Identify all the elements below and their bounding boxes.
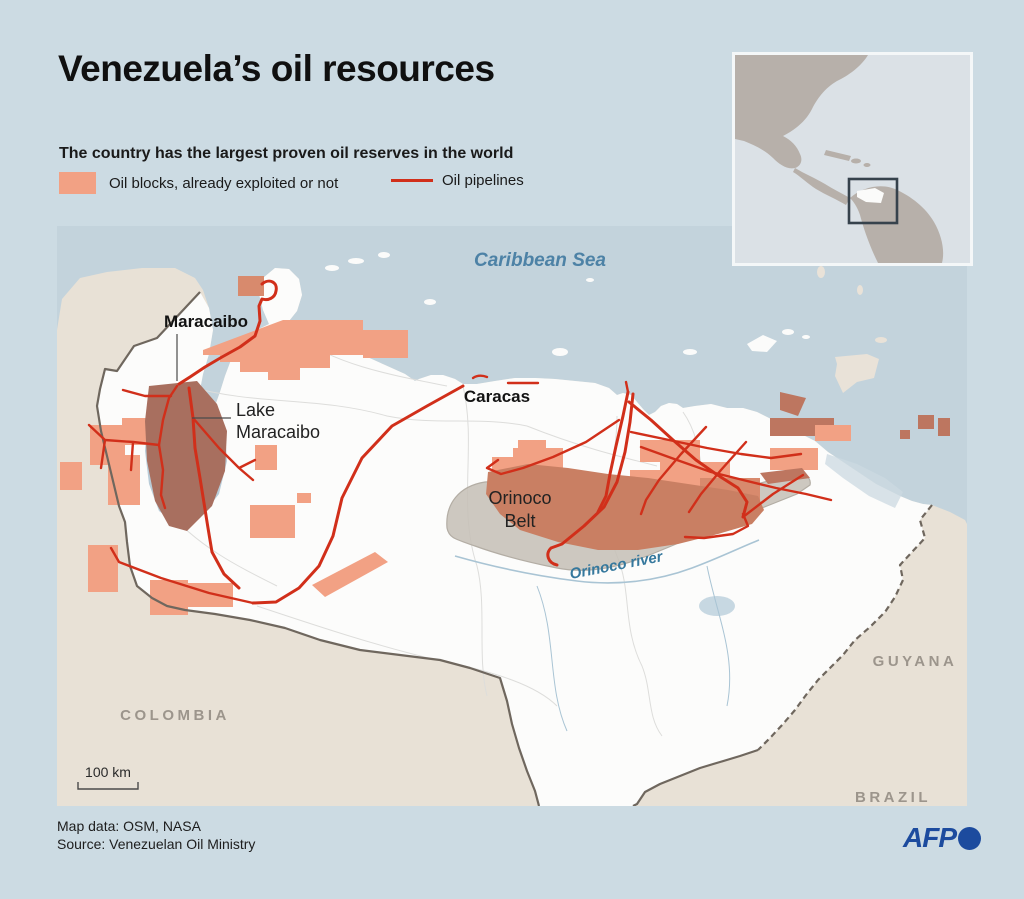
pipelines-label: Oil pipelines xyxy=(442,172,524,189)
country-label-guyana: GUYANA xyxy=(873,653,958,670)
page-title: Venezuela’s oil resources xyxy=(58,48,495,89)
afp-logo: AFP xyxy=(903,822,981,854)
legend-item-pipelines: Oil pipelines xyxy=(391,172,524,189)
borders-layer xyxy=(95,291,933,807)
pipeline-sample-line xyxy=(391,179,433,182)
oil-blocks-layer xyxy=(60,276,950,615)
oil-blocks-swatch xyxy=(59,172,96,194)
pipelines-layer xyxy=(87,279,833,605)
scale-bar: 100 km xyxy=(77,764,139,790)
belt-label-line2: Belt xyxy=(504,511,535,531)
inset-venezuela-box xyxy=(847,177,899,225)
trinidad-island xyxy=(835,354,879,393)
legend: Oil blocks, already exploited or not Oil… xyxy=(59,172,679,198)
city-label-maracaibo: Maracaibo xyxy=(164,312,248,331)
afp-logo-circle xyxy=(958,826,981,850)
inset-map-svg xyxy=(735,55,944,263)
footer-map-data: Map data: OSM, NASA xyxy=(57,818,201,834)
grenada-island xyxy=(817,266,825,278)
colombia-border xyxy=(95,291,541,807)
margarita-island xyxy=(747,335,777,352)
country-label-brazil: BRAZIL xyxy=(855,789,931,806)
inset-map xyxy=(732,52,973,266)
main-map-svg: Caribbean Sea Maracaibo Caracas Lake Mar… xyxy=(57,250,967,807)
oil-blocks-label: Oil blocks, already exploited or not xyxy=(109,174,339,192)
country-label-colombia: COLOMBIA xyxy=(120,707,230,724)
main-map: Caribbean Sea Maracaibo Caracas Lake Mar… xyxy=(57,226,967,807)
footer-source: Source: Venezuelan Oil Ministry xyxy=(57,836,256,852)
legend-item-oil-blocks: Oil blocks, already exploited or not xyxy=(59,172,338,194)
orinoco-delta-channels xyxy=(825,454,903,508)
scale-label: 100 km xyxy=(85,764,131,780)
islands-layer xyxy=(325,252,887,393)
lake-label-line2: Maracaibo xyxy=(236,422,320,442)
inset-venezuela-highlight xyxy=(857,188,884,203)
page-subtitle: The country has the largest proven oil r… xyxy=(59,145,514,162)
americas-landmass xyxy=(735,55,944,263)
lake-label-line1: Lake xyxy=(236,400,275,420)
belt-label-line1: Orinoco xyxy=(488,488,551,508)
city-label-caracas: Caracas xyxy=(464,387,530,406)
belt-oil-blocks xyxy=(486,464,764,550)
tobago-island xyxy=(875,337,887,343)
brazil-border xyxy=(632,748,759,807)
guyana-border-dashed xyxy=(757,504,933,751)
orinoco-river-line xyxy=(454,539,760,584)
afp-logo-text: AFP xyxy=(903,822,957,853)
sea-label: Caribbean Sea xyxy=(474,250,606,271)
